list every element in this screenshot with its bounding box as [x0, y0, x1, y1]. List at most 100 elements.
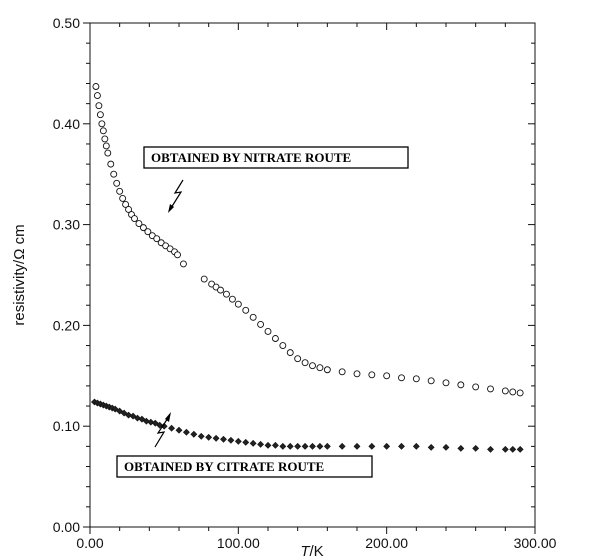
nitrate-point	[139, 224, 147, 232]
y-tick-label: 0.00	[53, 519, 80, 535]
citrate-point	[487, 445, 494, 453]
annotation-citrate-text: OBTAINED BY CITRATE ROUTE	[124, 459, 324, 474]
citrate-point	[116, 407, 124, 415]
nitrate-point	[301, 359, 309, 367]
nitrate-point	[286, 349, 294, 357]
x-axis-title-symbol: T	[300, 543, 311, 559]
citrate-point	[182, 428, 190, 436]
nitrate-point	[516, 389, 524, 397]
nitrate-point	[179, 260, 187, 268]
nitrate-point	[93, 92, 101, 100]
y-tick-label: 0.20	[53, 317, 80, 333]
nitrate-point	[174, 251, 181, 259]
citrate-point	[257, 440, 265, 448]
nitrate-point	[144, 228, 152, 236]
nitrate-point	[412, 375, 420, 383]
nitrate-point	[501, 387, 509, 395]
citrate-point	[151, 419, 159, 427]
annotation-nitrate: OBTAINED BY NITRATE ROUTE	[143, 146, 409, 213]
nitrate-point	[442, 379, 450, 387]
nitrate-point	[223, 290, 230, 298]
citrate-point	[168, 424, 176, 432]
nitrate-point	[398, 374, 405, 382]
y-tick-label: 0.10	[53, 418, 80, 434]
nitrate-point	[249, 313, 257, 321]
annotation-citrate-box	[116, 455, 373, 478]
nitrate-point	[99, 127, 107, 135]
citrate-point	[323, 442, 331, 450]
annotation-nitrate-arrowhead	[168, 204, 174, 213]
citrate-point	[472, 444, 480, 452]
nitrate-point	[509, 388, 517, 396]
nitrate-point	[294, 355, 302, 363]
nitrate-point	[316, 364, 324, 372]
nitrate-point	[217, 286, 224, 294]
citrate-point	[294, 442, 302, 450]
nitrate-point	[200, 275, 208, 283]
annotation-nitrate-box	[143, 146, 409, 169]
x-axis-title-unit: /K	[309, 543, 323, 559]
citrate-point	[301, 442, 309, 450]
annotation-citrate: OBTAINED BY CITRATE ROUTE	[116, 412, 373, 478]
citrate-point	[197, 432, 205, 440]
nitrate-point	[116, 187, 124, 195]
nitrate-point	[323, 366, 331, 374]
citrate-point	[175, 426, 183, 434]
annotation-citrate-arrowhead	[165, 412, 171, 422]
citrate-point	[412, 442, 420, 450]
citrate-point	[398, 442, 405, 450]
citrate-point	[220, 435, 227, 443]
nitrate-point	[487, 385, 494, 393]
citrate-point	[129, 412, 137, 420]
annotation-nitrate-text: OBTAINED BY NITRATE ROUTE	[151, 150, 351, 165]
citrate-point	[138, 415, 146, 423]
nitrate-point	[113, 179, 121, 187]
nitrate-point	[96, 111, 104, 119]
citrate-point	[457, 444, 465, 452]
citrate-point	[234, 437, 242, 445]
citrate-point	[249, 439, 257, 447]
citrate-point	[147, 418, 155, 426]
citrate-point	[368, 442, 376, 450]
citrate-point	[190, 430, 198, 438]
citrate-point	[516, 445, 524, 453]
citrate-point	[111, 405, 119, 413]
nitrate-point	[92, 83, 100, 90]
nitrate-point	[98, 120, 106, 128]
plot-frame	[89, 22, 536, 528]
nitrate-point	[264, 327, 272, 335]
nitrate-point	[427, 377, 435, 385]
citrate-point	[142, 417, 150, 425]
series-nitrate-route	[92, 83, 524, 397]
axis-tick-labels: 0.00 100.00 200.00 300.00 0.00 0.10 0.20 0.30 0.…	[53, 15, 557, 551]
citrate-point	[227, 436, 235, 444]
series-citrate-route	[91, 398, 524, 453]
y-axis-title: resistivity/Ω cm	[11, 224, 28, 325]
nitrate-point	[131, 215, 138, 223]
nitrate-point	[125, 206, 133, 213]
nitrate-point	[102, 142, 110, 150]
nitrate-point	[234, 300, 242, 308]
citrate-point	[286, 442, 294, 450]
citrate-point	[271, 441, 279, 449]
nitrate-point	[271, 335, 279, 342]
annotation-nitrate-arrow	[170, 179, 184, 209]
nitrate-point	[107, 160, 115, 168]
citrate-point	[212, 434, 220, 442]
nitrate-point	[119, 194, 127, 202]
citrate-point	[160, 422, 168, 430]
citrate-point	[316, 442, 324, 450]
citrate-point	[509, 445, 517, 453]
citrate-point	[205, 433, 213, 441]
citrate-point	[279, 442, 287, 450]
nitrate-point	[122, 200, 130, 208]
nitrate-point	[153, 235, 161, 243]
citrate-point	[501, 445, 509, 453]
x-tick-label: 200.00	[365, 535, 408, 551]
x-tick-label: 100.00	[217, 535, 260, 551]
citrate-point	[156, 421, 164, 429]
nitrate-point	[242, 306, 250, 314]
nitrate-point	[309, 362, 316, 370]
nitrate-point	[104, 149, 112, 157]
